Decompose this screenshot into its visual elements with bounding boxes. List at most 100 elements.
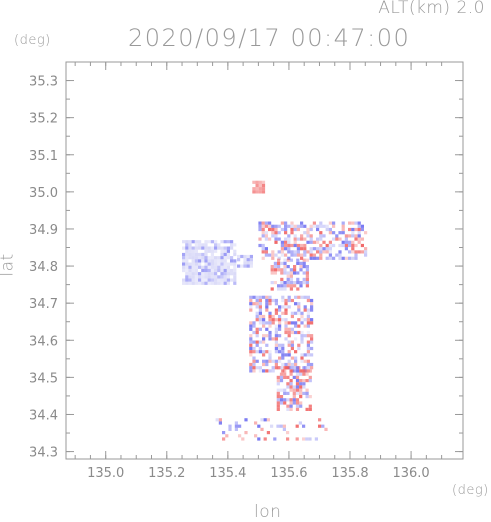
data-cell: [295, 391, 300, 395]
data-cell: [268, 334, 272, 338]
x-tick-label: 135.0: [87, 466, 124, 481]
data-cell: [306, 340, 310, 344]
data-cell: [278, 343, 282, 347]
data-cell: [268, 302, 272, 306]
data-cell: [276, 401, 280, 405]
data-cell: [295, 366, 300, 370]
y-tick-label: 34.5: [29, 371, 58, 386]
data-cell: [360, 224, 364, 228]
data-cell: [223, 262, 227, 266]
x-axis-label: lon: [254, 502, 282, 522]
data-cell: [289, 385, 293, 389]
data-cell: [274, 327, 278, 331]
data-cell: [204, 259, 208, 263]
data-cell: [194, 262, 198, 266]
data-cell: [191, 252, 195, 257]
data-cell: [312, 221, 316, 225]
data-cell: [295, 424, 299, 428]
data-cell: [281, 346, 285, 351]
data-cell: [261, 256, 265, 260]
data-cell: [257, 437, 261, 441]
data-cell: [185, 268, 189, 273]
data-cell: [276, 375, 280, 379]
data-cell: [274, 227, 278, 232]
data-cell: [274, 224, 278, 228]
data-cell: [312, 240, 316, 244]
data-cell: [258, 311, 262, 315]
data-cell: [290, 356, 294, 360]
data-cell: [290, 221, 294, 225]
data-cell: [233, 243, 237, 247]
data-cell: [204, 256, 208, 260]
data-cell: [220, 249, 224, 253]
data-cell: [348, 234, 352, 238]
data-cell: [294, 302, 298, 306]
data-cell: [293, 224, 297, 228]
data-cell: [261, 227, 265, 232]
data-cell: [306, 234, 310, 238]
data-cell: [287, 362, 291, 367]
data-cell: [273, 271, 277, 275]
data-cell: [309, 247, 313, 251]
data-cell: [325, 243, 329, 248]
data-cell: [341, 221, 345, 225]
data-cell: [276, 395, 280, 399]
data-cell: [281, 295, 285, 299]
data-cell: [281, 353, 285, 357]
data-cell: [341, 240, 345, 244]
data-cell: [198, 281, 202, 285]
data-cell: [268, 221, 272, 225]
data-cell: [194, 275, 198, 279]
data-cell: [204, 262, 208, 266]
data-cell: [302, 277, 306, 281]
data-cell: [258, 350, 262, 354]
data-cell: [360, 250, 364, 254]
data-cell: [188, 262, 192, 266]
data-cell: [271, 231, 275, 235]
data-cell: [182, 252, 186, 257]
data-cell: [230, 240, 234, 244]
data-cell: [198, 252, 202, 257]
data-cell: [296, 271, 300, 275]
data-cell: [201, 256, 205, 260]
data-cell: [249, 362, 253, 367]
data-cell: [214, 246, 218, 250]
data-cell: [305, 258, 309, 262]
data-cell: [214, 281, 218, 285]
data-cell: [217, 259, 221, 263]
data-cell: [364, 253, 368, 257]
data-cell: [296, 243, 300, 248]
data-cell: [191, 262, 195, 266]
data-cell: [286, 265, 290, 269]
data-cell: [220, 281, 224, 285]
data-cell: [299, 379, 303, 383]
data-cell: [240, 264, 244, 268]
data-cell: [188, 240, 192, 244]
data-cell: [274, 366, 278, 370]
data-cell: [271, 369, 275, 373]
data-cell: [226, 262, 230, 266]
data-cell: [303, 247, 307, 251]
data-cell: [198, 265, 202, 269]
data-cell: [217, 265, 221, 269]
data-cell: [300, 340, 304, 344]
data-cell: [306, 353, 310, 357]
data-cell: [207, 259, 211, 263]
data-cell: [249, 302, 253, 306]
data-cell: [265, 350, 269, 354]
data-cell: [302, 382, 306, 386]
data-cell: [194, 249, 198, 253]
data-cell: [310, 334, 314, 338]
data-cell: [194, 278, 198, 282]
data-cell: [299, 385, 303, 389]
data-cell: [198, 275, 202, 279]
data-cell: [252, 324, 256, 328]
data-cell: [268, 359, 272, 363]
data-cell: [290, 250, 294, 254]
data-cell: [260, 418, 264, 422]
data-cell: [310, 298, 314, 303]
data-cell: [306, 330, 310, 335]
data-cell: [280, 243, 284, 248]
data-cell: [289, 366, 293, 370]
data-cell: [316, 256, 320, 260]
